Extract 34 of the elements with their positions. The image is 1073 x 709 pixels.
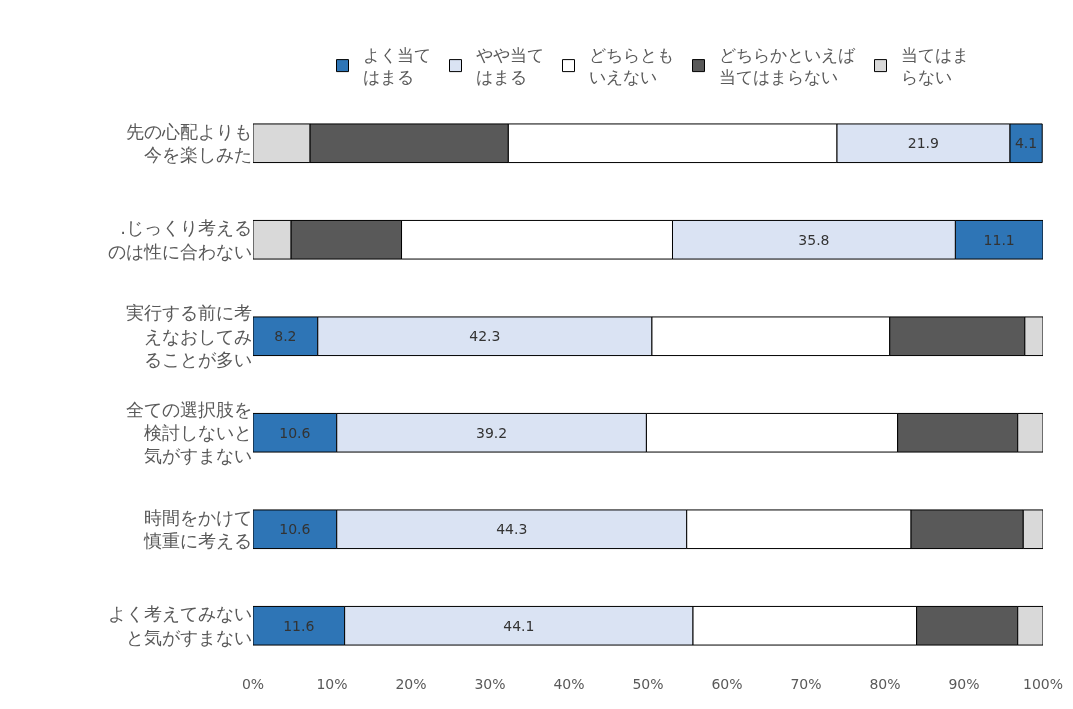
data-label: 10.6 bbox=[279, 424, 311, 441]
x-tick-label: 40% bbox=[553, 676, 585, 692]
data-label: 8.2 bbox=[274, 328, 297, 345]
data-label: 11.1 bbox=[983, 231, 1015, 248]
x-tick-label: 80% bbox=[869, 676, 901, 692]
y-tick-label: よく考えてみないと気がすまない bbox=[108, 603, 252, 648]
data-label: 35.8 bbox=[798, 231, 830, 248]
legend-label: よく当てはまる bbox=[362, 45, 431, 88]
data-label: 11.6 bbox=[283, 617, 315, 634]
y-tick-label: 実行する前に考えなおしてみることが多い bbox=[126, 302, 252, 370]
x-tick-label: 70% bbox=[790, 676, 822, 692]
y-tick-label: 時間をかけて慎重に考える bbox=[143, 506, 252, 552]
data-label: 21.9 bbox=[907, 135, 939, 152]
legend-label: どちらかといえば当てはまらない bbox=[718, 45, 856, 88]
y-tick-label: .じっくり考えるのは性に合わない bbox=[108, 217, 252, 262]
data-label: 44.3 bbox=[496, 521, 528, 538]
x-tick-label: 20% bbox=[395, 676, 427, 692]
y-tick-label: 全ての選択肢を検討しないと気がすまない bbox=[126, 398, 252, 467]
x-tick-label: 50% bbox=[632, 676, 664, 692]
x-tick-label: 90% bbox=[948, 676, 980, 692]
data-label: 44.1 bbox=[503, 617, 535, 634]
data-label: 42.3 bbox=[469, 328, 501, 345]
x-tick-label: 100% bbox=[1022, 676, 1064, 692]
data-label: 4.1 bbox=[1014, 135, 1038, 152]
x-tick-label: 0% bbox=[241, 676, 265, 692]
x-tick-label: 60% bbox=[711, 676, 743, 692]
legend-label: 当てはまらない bbox=[900, 45, 969, 88]
data-label: 39.2 bbox=[475, 424, 508, 441]
legend-label: やや当てはまる bbox=[475, 45, 544, 88]
x-tick-label: 10% bbox=[316, 676, 348, 692]
legend-label: どちらともいえない bbox=[588, 45, 674, 88]
x-tick-label: 30% bbox=[474, 676, 506, 692]
data-label: 10.6 bbox=[279, 521, 311, 538]
y-tick-label: 先の心配よりも今を楽しみた bbox=[126, 120, 252, 166]
